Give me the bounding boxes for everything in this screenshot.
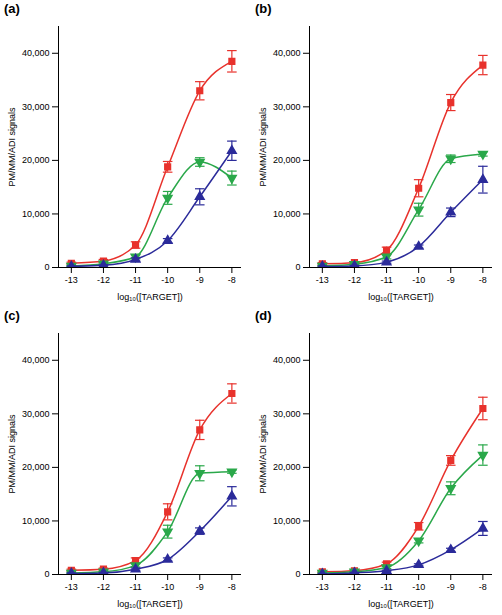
svg-text:40,000: 40,000 bbox=[22, 355, 50, 365]
svg-text:40,000: 40,000 bbox=[22, 48, 50, 58]
svg-text:0: 0 bbox=[44, 262, 49, 272]
svg-text:-13: -13 bbox=[316, 275, 329, 285]
svg-text:20,000: 20,000 bbox=[273, 462, 301, 472]
svg-text:30,000: 30,000 bbox=[22, 409, 50, 419]
svg-text:log₁₀([TARGET]): log₁₀([TARGET]) bbox=[117, 599, 183, 609]
svg-text:30,000: 30,000 bbox=[273, 102, 301, 112]
svg-text:-8: -8 bbox=[228, 582, 236, 592]
svg-text:-10: -10 bbox=[161, 582, 174, 592]
svg-text:10,000: 10,000 bbox=[22, 516, 50, 526]
svg-text:-11: -11 bbox=[380, 275, 392, 285]
svg-text:-10: -10 bbox=[412, 582, 425, 592]
svg-text:-11: -11 bbox=[129, 275, 141, 285]
svg-text:log₁₀([TARGET]): log₁₀([TARGET]) bbox=[117, 292, 183, 302]
svg-text:0: 0 bbox=[295, 262, 300, 272]
html-text:(a): (a) bbox=[4, 1, 20, 16]
html-text:(b): (b) bbox=[255, 1, 272, 16]
html-text:(d): (d) bbox=[255, 308, 272, 323]
svg-text:PM/MM/ADI signals: PM/MM/ADI signals bbox=[7, 414, 17, 494]
svg-text:PM/MM/ADI signals: PM/MM/ADI signals bbox=[7, 107, 17, 187]
svg-text:20,000: 20,000 bbox=[273, 155, 301, 165]
svg-text:30,000: 30,000 bbox=[273, 409, 301, 419]
svg-text:20,000: 20,000 bbox=[22, 155, 50, 165]
svg-text:-8: -8 bbox=[479, 582, 487, 592]
svg-text:-9: -9 bbox=[196, 275, 204, 285]
svg-text:-9: -9 bbox=[447, 582, 455, 592]
svg-text:PM/MM/ADI signals: PM/MM/ADI signals bbox=[258, 107, 268, 187]
svg-text:-10: -10 bbox=[161, 275, 174, 285]
svg-text:-10: -10 bbox=[412, 275, 425, 285]
svg-text:10,000: 10,000 bbox=[273, 516, 301, 526]
svg-text:-8: -8 bbox=[228, 275, 236, 285]
svg-text:log₁₀([TARGET]): log₁₀([TARGET]) bbox=[368, 292, 434, 302]
svg-text:-12: -12 bbox=[348, 582, 361, 592]
svg-text:10,000: 10,000 bbox=[22, 209, 50, 219]
svg-text:-11: -11 bbox=[129, 582, 141, 592]
svg-text:10,000: 10,000 bbox=[273, 209, 301, 219]
svg-text:20,000: 20,000 bbox=[22, 462, 50, 472]
svg-text:PM/MM/ADI signals: PM/MM/ADI signals bbox=[258, 414, 268, 494]
svg-text:30,000: 30,000 bbox=[22, 102, 50, 112]
svg-text:-13: -13 bbox=[316, 582, 329, 592]
svg-text:-12: -12 bbox=[348, 275, 361, 285]
svg-text:-13: -13 bbox=[65, 275, 78, 285]
svg-text:40,000: 40,000 bbox=[273, 48, 301, 58]
svg-text:-13: -13 bbox=[65, 582, 78, 592]
svg-text:log₁₀([TARGET]): log₁₀([TARGET]) bbox=[368, 599, 434, 609]
svg-text:0: 0 bbox=[295, 569, 300, 579]
html-text:(c): (c) bbox=[4, 308, 20, 323]
svg-text:-8: -8 bbox=[479, 275, 487, 285]
svg-text:-9: -9 bbox=[196, 582, 204, 592]
svg-text:-12: -12 bbox=[97, 275, 110, 285]
svg-text:-12: -12 bbox=[97, 582, 110, 592]
svg-text:-11: -11 bbox=[380, 582, 392, 592]
svg-text:40,000: 40,000 bbox=[273, 355, 301, 365]
svg-text:-9: -9 bbox=[447, 275, 455, 285]
svg-text:0: 0 bbox=[44, 569, 49, 579]
